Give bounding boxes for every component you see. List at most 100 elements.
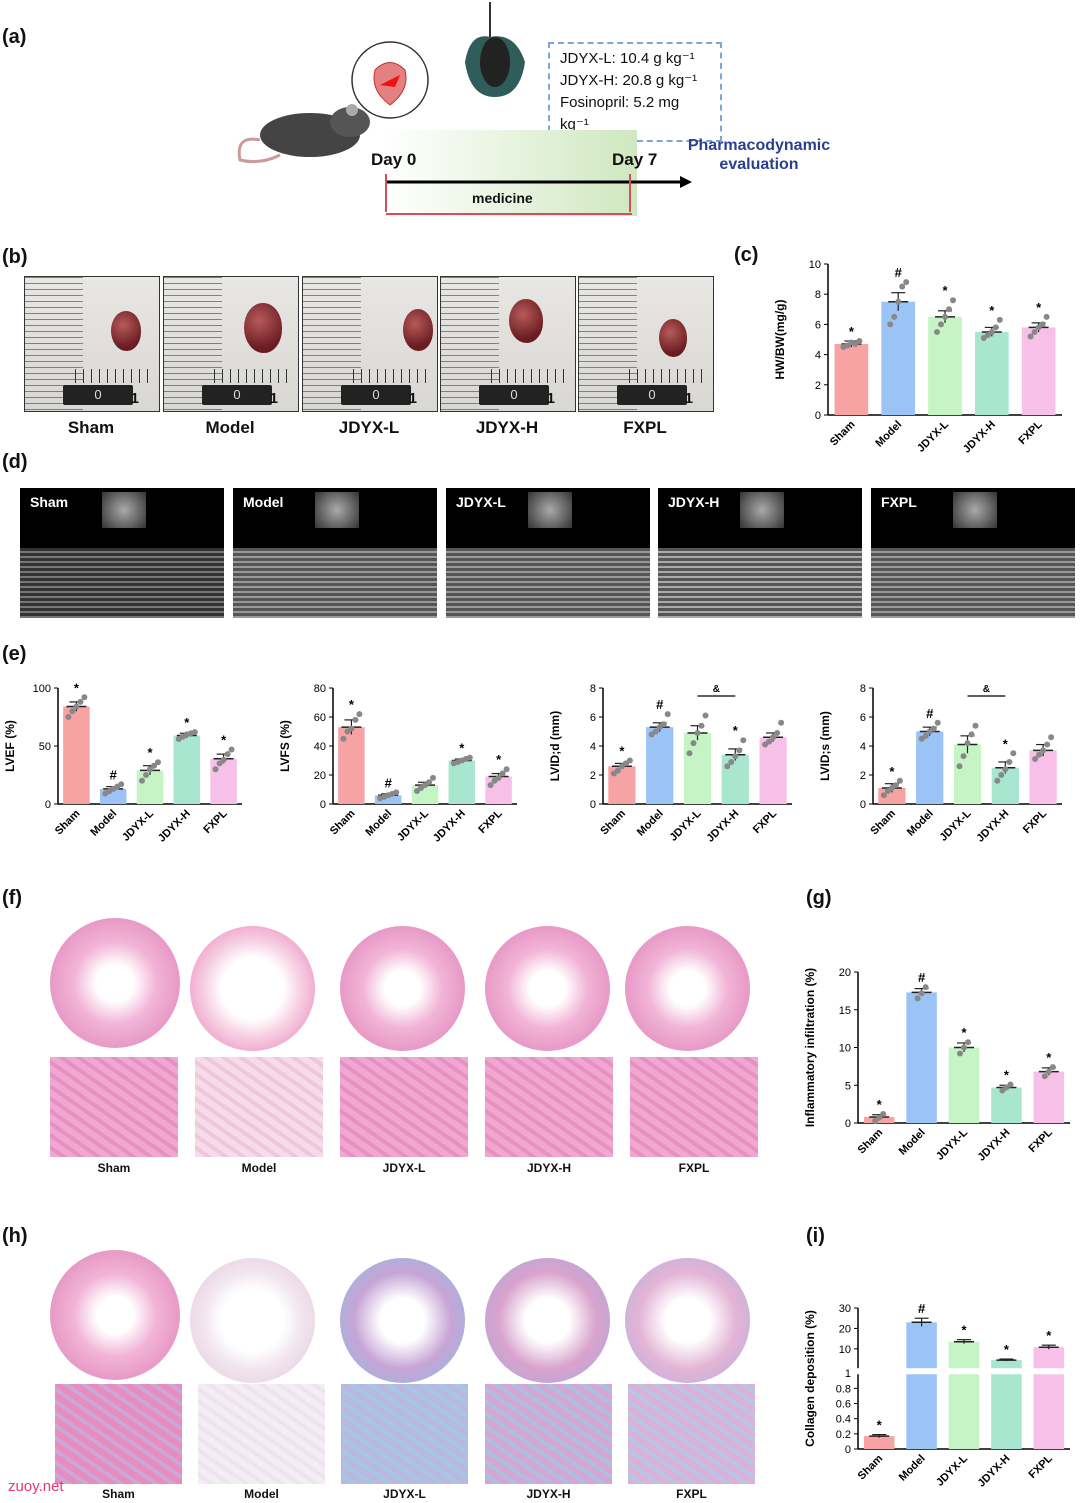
data-point <box>626 757 633 764</box>
y-tick-label: 0.6 <box>836 1399 851 1411</box>
label-jdyxh-h: JDYX-H <box>526 1487 571 1501</box>
label-fxpl-h: FXPL <box>676 1487 707 1501</box>
data-point <box>994 777 1001 784</box>
data-point <box>972 722 979 729</box>
data-point <box>778 719 785 726</box>
data-point <box>922 984 929 991</box>
data-point <box>887 321 894 328</box>
data-point <box>1027 333 1034 340</box>
masson-slide-jdyx-l <box>340 1258 465 1383</box>
significance-mark: * <box>1036 300 1042 315</box>
y-tick-label: 0 <box>590 799 596 811</box>
panel-label-d: (d) <box>2 451 28 473</box>
data-point <box>686 750 693 757</box>
panel-label-c: (c) <box>734 244 759 266</box>
bar <box>646 727 674 804</box>
y-axis-label: LVID;d (mm) <box>548 711 562 781</box>
y-tick-label: 0.2 <box>836 1429 851 1441</box>
bar <box>173 735 201 804</box>
y-tick-label: 8 <box>815 289 821 301</box>
data-point <box>503 766 510 773</box>
panel-label-f: (f) <box>2 887 22 909</box>
label-jdyxl-f: JDYX-L <box>382 1161 426 1175</box>
data-point <box>694 729 701 736</box>
significance-mark: * <box>877 1097 883 1112</box>
y-tick-label: 0 <box>45 799 51 811</box>
data-point <box>891 313 898 320</box>
data-point <box>1039 321 1046 328</box>
y-tick-label: 4 <box>590 741 596 753</box>
data-point <box>992 324 999 331</box>
he-slide-jdyx-h <box>485 926 610 1051</box>
y-tick-label: 15 <box>839 1005 851 1017</box>
x-tick-label: Model <box>635 808 666 839</box>
bar <box>834 344 869 415</box>
bar <box>721 754 749 804</box>
significance-mark: * <box>877 1418 883 1433</box>
data-point <box>1045 1068 1052 1075</box>
panel-label-i: (i) <box>806 1225 825 1247</box>
he-zoom-jdyx-l <box>340 1057 468 1157</box>
x-tick-label: Sham <box>868 807 898 837</box>
dose-jdyx-h: JDYX-H: 20.8 g kg⁻¹ <box>560 72 698 89</box>
day0-label: Day 0 <box>371 150 417 169</box>
x-tick-label: FXPL <box>1027 1126 1056 1155</box>
data-point <box>147 766 153 773</box>
echo-jdyx-l: JDYX-L <box>446 488 650 618</box>
masson-zoom-model <box>198 1384 325 1484</box>
data-point <box>352 716 359 723</box>
y-axis-label: LVFS (%) <box>278 720 292 772</box>
masson-zoom-fxpl <box>628 1384 755 1484</box>
masson-zoom-jdyx-l <box>341 1384 468 1484</box>
y-tick-label: 5 <box>845 1080 851 1092</box>
significance-mark: * <box>74 680 80 695</box>
he-slide-fxpl <box>625 926 750 1051</box>
data-point <box>988 328 995 335</box>
data-point <box>876 1114 883 1121</box>
panel-label-a: (a) <box>2 26 27 48</box>
data-point <box>81 694 88 701</box>
significance-mark: * <box>961 1025 967 1040</box>
y-tick-label: 0.8 <box>836 1383 851 1395</box>
data-point <box>961 1044 967 1051</box>
label-model-b: Model <box>205 418 255 437</box>
he-zoom-jdyx-h <box>485 1057 613 1157</box>
data-point <box>950 297 956 304</box>
y-tick-label: 0 <box>815 410 821 422</box>
significance-mark: * <box>1046 1050 1052 1065</box>
bar <box>991 1087 1022 1123</box>
data-point <box>934 719 941 726</box>
chart-lvid-d: 0 2 4 6 8 LVID;d (mm) * Sham # Model JDYX-L * JDYX-H… <box>548 683 792 845</box>
bar <box>974 331 1009 415</box>
day7-label: Day 7 <box>612 150 658 169</box>
x-tick-label: Sham <box>53 807 83 837</box>
y-tick-label: 50 <box>39 741 51 753</box>
he-slide-jdyx-l <box>340 926 465 1051</box>
y-tick-label: 6 <box>815 319 821 331</box>
bar <box>881 301 916 415</box>
data-point <box>960 753 967 760</box>
significance-mark: # <box>918 1301 926 1316</box>
x-tick-label: Sham <box>328 807 358 837</box>
data-point <box>340 735 347 742</box>
significance-mark: * <box>349 697 355 712</box>
y-tick-label: 20 <box>314 770 326 782</box>
x-tick-label: Sham <box>856 1126 886 1156</box>
dose-jdyx-l: JDYX-L: 10.4 g kg⁻¹ <box>560 50 695 67</box>
he-overview-row <box>40 918 780 1058</box>
bar <box>759 737 787 804</box>
y-tick-label: 10 <box>809 259 821 271</box>
echo-model: Model <box>233 488 437 618</box>
significance-mark: * <box>619 744 625 759</box>
data-point <box>903 279 910 286</box>
data-point <box>856 338 863 345</box>
data-point <box>155 759 161 766</box>
data-point <box>1010 750 1017 757</box>
axis-break <box>852 1368 1074 1375</box>
echo-images: Sham Model JDYX-L JDYX-H FXPL <box>20 488 1076 620</box>
data-point <box>1006 758 1013 765</box>
data-point <box>938 321 944 328</box>
data-point <box>499 770 506 777</box>
data-point <box>736 747 743 754</box>
significance-mark: * <box>849 324 855 339</box>
